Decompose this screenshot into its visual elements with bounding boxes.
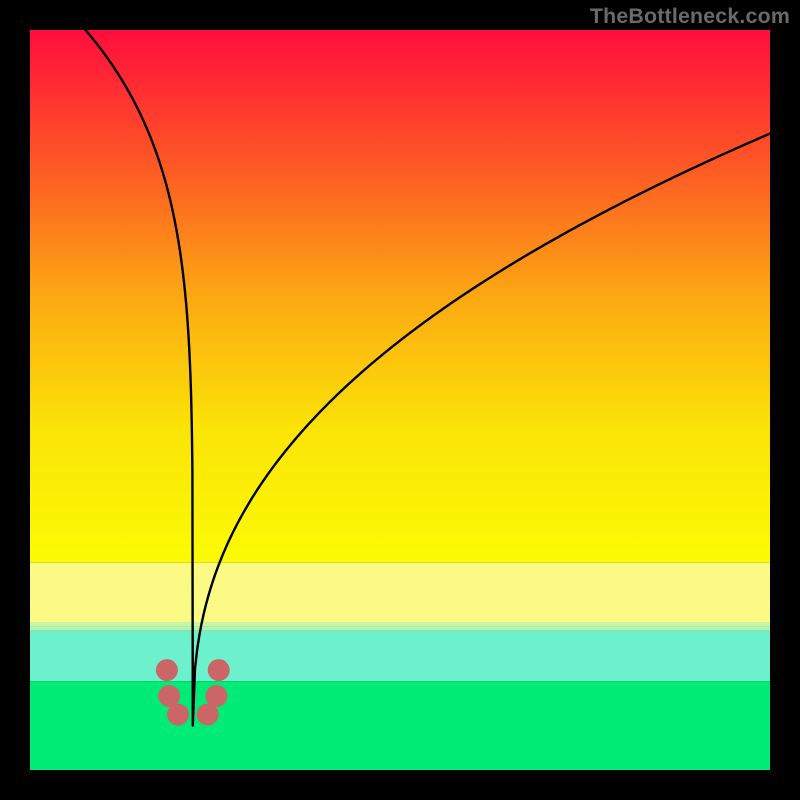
data-point [167,704,189,726]
data-point [208,659,230,681]
gradient-band [30,563,770,622]
gradient-band [30,631,770,681]
bottleneck-chart [0,0,800,800]
gradient-band [30,30,770,563]
data-point [156,659,178,681]
watermark-text: TheBottleneck.com [590,4,790,29]
chart-container: TheBottleneck.com [0,0,800,800]
data-point [205,685,227,707]
gradient-band [30,681,770,770]
gradient-band [30,622,770,626]
gradient-band [30,626,770,630]
